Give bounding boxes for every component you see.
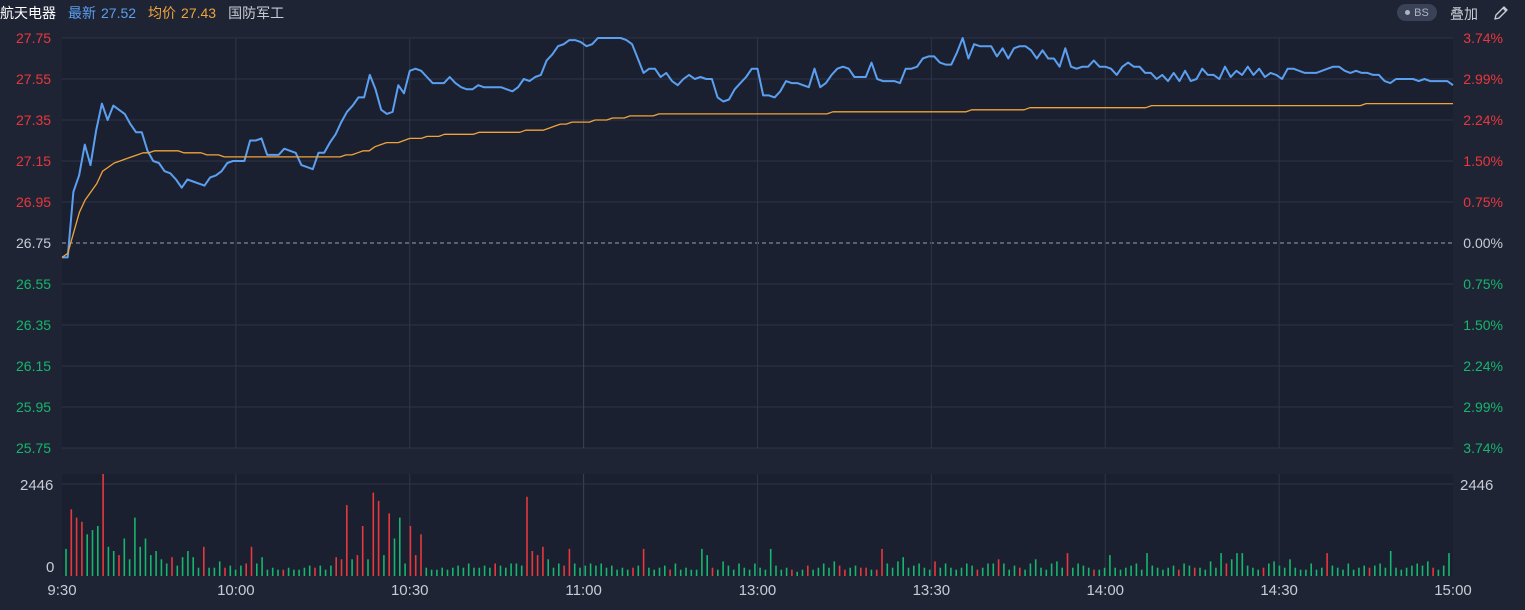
toggle-knob	[1405, 10, 1411, 15]
quote-header: 航天电器 最新 27.52 均价 27.43 国防军工	[0, 0, 1525, 26]
price-tick-label: 27.55	[16, 71, 51, 87]
stock-name[interactable]: 航天电器	[0, 5, 56, 21]
avg-price-label: 均价	[148, 5, 177, 21]
volume-panel: 2446 2446 0	[20, 474, 1493, 576]
avg-price-value: 27.43	[181, 5, 217, 21]
sector-link[interactable]: 国防军工	[228, 5, 285, 21]
time-tick-label: 14:30	[1260, 582, 1298, 599]
price-tick-label: 27.15	[16, 153, 51, 169]
pct-tick-label: 2.24%	[1463, 358, 1503, 374]
time-tick-label: 14:00	[1086, 582, 1124, 599]
pencil-icon[interactable]	[1492, 4, 1510, 22]
price-tick-label: 26.75	[16, 235, 51, 251]
price-tick-label: 27.75	[16, 30, 51, 46]
price-tick-label: 26.35	[16, 317, 51, 333]
price-line	[62, 37, 1454, 259]
price-tick-label: 27.35	[16, 112, 51, 128]
pct-tick-label: 0.75%	[1463, 276, 1503, 292]
bs-toggle[interactable]: BS	[1397, 4, 1437, 21]
time-tick-label: 13:00	[739, 582, 777, 599]
time-tick-label: 10:30	[391, 582, 429, 599]
bs-toggle-label: BS	[1414, 6, 1429, 19]
pct-tick-label: 2.99%	[1463, 399, 1503, 415]
pct-tick-label: 3.74%	[1463, 30, 1503, 46]
price-tick-label: 25.75	[16, 440, 51, 456]
latest-price-value: 27.52	[101, 5, 137, 21]
pct-tick-label: 3.74%	[1463, 440, 1503, 456]
pct-tick-label: 1.50%	[1463, 317, 1503, 333]
price-panel: 27.75 27.55 27.35 27.15 26.95 26.75 26.55 26.35…	[16, 30, 1503, 456]
pct-tick-label: 0.00%	[1463, 235, 1503, 251]
price-tick-label: 26.15	[16, 358, 51, 374]
avg-price-line	[61, 102, 1453, 258]
volume-zero-label: 0	[46, 559, 54, 576]
latest-price-label: 最新	[68, 5, 96, 21]
volume-max-label-right: 2446	[1460, 477, 1493, 494]
overlay-button[interactable]: 叠加	[1450, 6, 1478, 22]
price-tick-label: 26.55	[16, 276, 51, 292]
time-tick-label: 13:30	[913, 582, 951, 599]
time-tick-label: 11:00	[565, 582, 601, 599]
time-tick-label: 9:30	[47, 582, 76, 599]
time-axis: 9:30 10:00 10:30 11:00 13:00 13:30 14:00 14:30 1…	[47, 582, 1471, 599]
time-tick-label: 15:00	[1434, 582, 1472, 599]
pct-tick-label: 2.24%	[1463, 112, 1503, 128]
pct-tick-label: 1.50%	[1463, 153, 1503, 169]
pct-tick-label: 2.99%	[1463, 71, 1503, 87]
volume-max-label: 2446	[20, 477, 53, 494]
price-tick-label: 25.95	[16, 399, 51, 415]
time-tick-label: 10:00	[217, 582, 255, 599]
pct-tick-label: 0.75%	[1463, 194, 1503, 210]
price-tick-label: 26.95	[16, 194, 51, 210]
